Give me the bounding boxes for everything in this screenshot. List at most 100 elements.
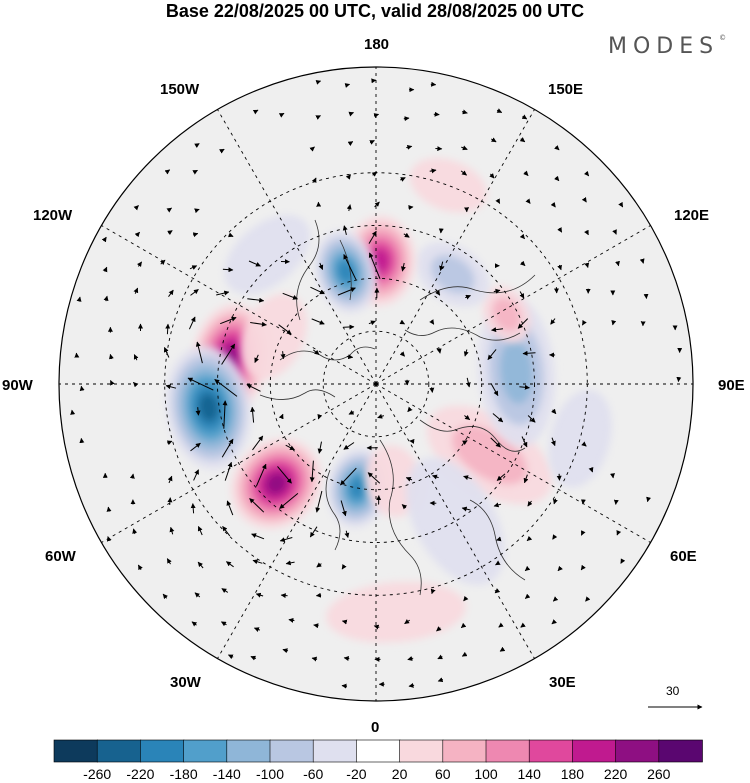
wind-vector xyxy=(313,623,319,629)
wind-vector xyxy=(315,592,322,598)
wind-vector xyxy=(524,565,531,572)
wind-vector xyxy=(341,563,347,570)
wind-vector xyxy=(580,564,586,571)
lon-label-90e: 90E xyxy=(718,377,745,394)
colorbar-label: 60 xyxy=(435,766,451,782)
wind-vector xyxy=(282,292,298,300)
wind-vector xyxy=(435,288,441,296)
colorbar-label: 180 xyxy=(561,766,585,782)
wind-vector xyxy=(554,175,560,182)
wind-vector xyxy=(400,262,406,272)
wind-vector xyxy=(166,558,172,565)
wind-vector xyxy=(192,232,199,238)
wind-vector xyxy=(311,177,317,184)
wind-vector xyxy=(279,493,299,509)
colorbar-swatch xyxy=(615,739,660,763)
wind-vector xyxy=(581,196,587,203)
colorbar: -260 -220 -180 -140 -100 -60 -20 20 60 100 140 180 2… xyxy=(53,739,703,782)
wind-vector xyxy=(194,143,200,148)
anomaly-contour xyxy=(451,425,528,485)
wind-vector xyxy=(222,526,231,537)
wind-vector xyxy=(463,349,469,357)
wind-vector xyxy=(214,379,238,397)
anomaly-contour xyxy=(337,260,355,284)
brand-text: MODES xyxy=(608,34,720,59)
lon-label-0: 0 xyxy=(371,719,380,736)
wind-vector xyxy=(163,347,170,358)
wind-vector xyxy=(552,596,559,602)
wind-vector xyxy=(406,144,413,150)
anomaly-center-13 xyxy=(406,457,505,586)
lon-label-180: 180 xyxy=(364,36,390,53)
wind-vector xyxy=(347,141,354,147)
wind-vector xyxy=(520,622,526,628)
wind-vector xyxy=(496,473,506,481)
wind-vector xyxy=(439,261,445,271)
wind-vector xyxy=(167,230,173,236)
wind-vector xyxy=(461,651,468,657)
wind-vector xyxy=(371,171,378,177)
wind-vector xyxy=(557,264,562,271)
wind-vector xyxy=(620,558,626,564)
wind-vector xyxy=(407,656,414,661)
colorbar-label: 20 xyxy=(392,766,408,782)
wind-vector xyxy=(557,565,563,572)
wind-vector xyxy=(220,316,237,325)
wind-vector xyxy=(557,227,563,233)
wind-vector xyxy=(167,475,173,484)
wind-vector xyxy=(191,621,198,627)
modes-logo: MODES© xyxy=(608,34,726,59)
wind-vector xyxy=(344,530,350,538)
lon-label-30e: 30E xyxy=(549,674,576,691)
wind-vector xyxy=(550,318,556,325)
wind-vector xyxy=(79,385,85,392)
wind-vector xyxy=(580,530,586,536)
wind-vector xyxy=(610,473,615,479)
wind-vector xyxy=(437,654,443,660)
wind-vector xyxy=(519,291,525,299)
wind-vector xyxy=(247,297,265,303)
lon-label-120w: 120W xyxy=(33,207,73,224)
wind-vector xyxy=(343,254,357,280)
wind-vector xyxy=(517,318,529,329)
wind-vector xyxy=(373,624,380,630)
wind-vector xyxy=(463,475,473,480)
wind-vector xyxy=(521,114,528,120)
wind-vector xyxy=(348,410,355,415)
wind-vector xyxy=(612,229,617,235)
wind-vector xyxy=(462,440,468,446)
wind-vector xyxy=(496,536,502,542)
colorbar-label: -20 xyxy=(346,766,366,782)
wind-vector xyxy=(616,529,622,536)
wind-vector xyxy=(400,177,406,182)
wind-vector xyxy=(337,287,356,296)
lon-label-60e: 60E xyxy=(670,548,697,565)
wind-vector xyxy=(584,262,590,268)
colorbar-swatch xyxy=(96,739,142,763)
wind-vector xyxy=(494,588,501,594)
wind-vector xyxy=(371,78,377,84)
wind-vector xyxy=(490,437,501,448)
wind-vector xyxy=(465,377,471,388)
wind-vector xyxy=(581,319,587,326)
wind-vector xyxy=(109,353,114,360)
wind-vector xyxy=(137,564,143,571)
wind-vector xyxy=(368,230,377,244)
anomaly-contour xyxy=(198,393,219,422)
wind-vector xyxy=(165,323,171,335)
wind-vector xyxy=(551,437,556,447)
wind-vector xyxy=(311,318,325,325)
wind-vector xyxy=(429,387,435,393)
wind-vector xyxy=(403,232,410,238)
wind-vector xyxy=(588,466,594,473)
anomaly-contour xyxy=(326,581,466,643)
anomaly-center-15 xyxy=(326,581,466,643)
colorbar-label: -180 xyxy=(170,766,198,782)
wind-vector xyxy=(519,233,525,240)
wind-vector xyxy=(519,384,530,390)
wind-vector xyxy=(224,461,233,481)
anomaly-contour xyxy=(409,158,487,213)
wind-vector xyxy=(251,533,265,540)
wind-vector xyxy=(166,440,173,446)
colorbar-swatch xyxy=(312,739,358,763)
